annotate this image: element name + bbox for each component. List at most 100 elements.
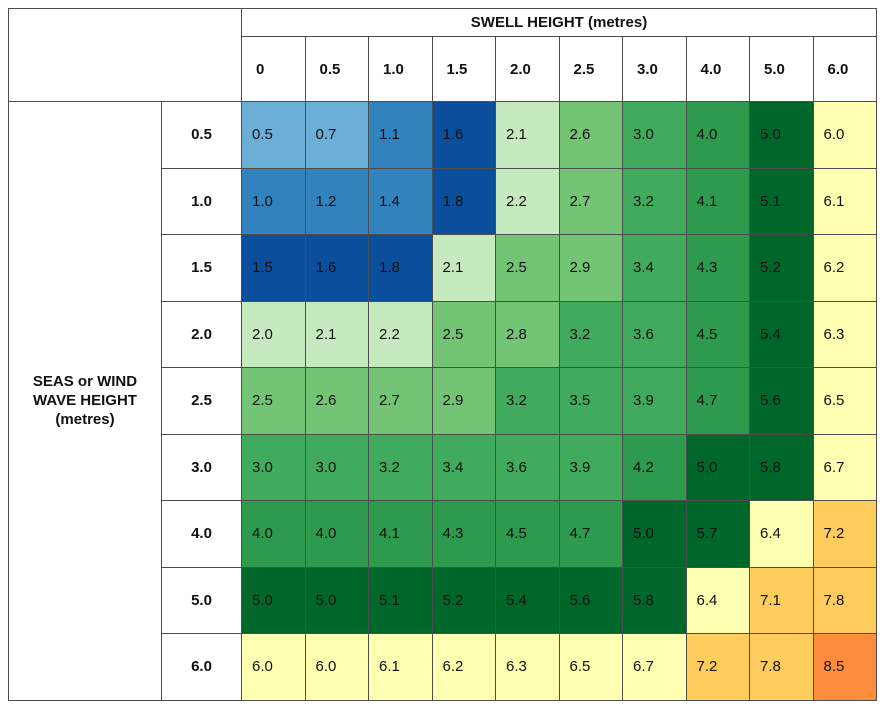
heatmap-cell: 0.7 bbox=[304, 101, 369, 169]
column-header: 1.0 bbox=[368, 36, 433, 102]
heatmap-cell: 3.2 bbox=[558, 300, 623, 368]
heatmap-cell: 4.1 bbox=[685, 167, 750, 235]
row-axis-label-line: (metres) bbox=[55, 411, 115, 429]
row-header: 3.0 bbox=[161, 433, 242, 501]
heatmap-cell: 1.5 bbox=[241, 234, 306, 302]
heatmap-cell: 8.5 bbox=[812, 633, 877, 701]
heatmap-cell: 2.1 bbox=[431, 234, 496, 302]
heatmap-cell: 5.7 bbox=[685, 500, 750, 568]
heatmap-cell: 4.2 bbox=[622, 433, 687, 501]
heatmap-cell: 5.0 bbox=[304, 566, 369, 634]
heatmap-cell: 2.9 bbox=[558, 234, 623, 302]
heatmap-cell: 6.5 bbox=[812, 367, 877, 435]
heatmap-cell: 1.4 bbox=[368, 167, 433, 235]
table-title: SWELL HEIGHT (metres) bbox=[241, 8, 877, 37]
heatmap-cell: 2.7 bbox=[558, 167, 623, 235]
heatmap-cell: 6.0 bbox=[304, 633, 369, 701]
heatmap-cell: 4.5 bbox=[495, 500, 560, 568]
heatmap-cell: 6.0 bbox=[241, 633, 306, 701]
heatmap-cell: 4.5 bbox=[685, 300, 750, 368]
heatmap-cell: 5.2 bbox=[749, 234, 814, 302]
heatmap-cell: 5.2 bbox=[431, 566, 496, 634]
heatmap-cell: 2.5 bbox=[431, 300, 496, 368]
heatmap-cell: 6.3 bbox=[495, 633, 560, 701]
heatmap-cell: 6.0 bbox=[812, 101, 877, 169]
heatmap-cell: 6.5 bbox=[558, 633, 623, 701]
heatmap-cell: 2.2 bbox=[368, 300, 433, 368]
heatmap-cell: 4.1 bbox=[368, 500, 433, 568]
row-header: 1.5 bbox=[161, 234, 242, 302]
heatmap-cell: 2.2 bbox=[495, 167, 560, 235]
heatmap-cell: 3.0 bbox=[622, 101, 687, 169]
heatmap-cell: 2.5 bbox=[495, 234, 560, 302]
row-axis-label-line: WAVE HEIGHT bbox=[33, 392, 137, 410]
heatmap-cell: 3.0 bbox=[241, 433, 306, 501]
column-header: 3.0 bbox=[622, 36, 687, 102]
heatmap-cell: 2.1 bbox=[304, 300, 369, 368]
heatmap-cell: 2.6 bbox=[558, 101, 623, 169]
row-header: 2.5 bbox=[161, 367, 242, 435]
heatmap-cell: 1.1 bbox=[368, 101, 433, 169]
heatmap-cell: 3.2 bbox=[622, 167, 687, 235]
heatmap-cell: 2.0 bbox=[241, 300, 306, 368]
heatmap-cell: 6.4 bbox=[685, 566, 750, 634]
heatmap-cell: 1.8 bbox=[431, 167, 496, 235]
heatmap-cell: 3.5 bbox=[558, 367, 623, 435]
row-axis-label-line: SEAS or WIND bbox=[32, 373, 138, 391]
heatmap-cell: 5.0 bbox=[622, 500, 687, 568]
heatmap-cell: 4.0 bbox=[304, 500, 369, 568]
row-header: 1.0 bbox=[161, 167, 242, 235]
heatmap-cell: 6.3 bbox=[812, 300, 877, 368]
row-header: 6.0 bbox=[161, 633, 242, 701]
heatmap-cell: 7.8 bbox=[812, 566, 877, 634]
heatmap-cell: 1.0 bbox=[241, 167, 306, 235]
column-header: 6.0 bbox=[812, 36, 877, 102]
heatmap-cell: 3.9 bbox=[558, 433, 623, 501]
heatmap-cell: 7.8 bbox=[749, 633, 814, 701]
column-header: 2.0 bbox=[495, 36, 560, 102]
row-header: 5.0 bbox=[161, 566, 242, 634]
heatmap-cell: 3.4 bbox=[431, 433, 496, 501]
row-axis-label: SEAS or WIND WAVE HEIGHT (metres) bbox=[8, 101, 162, 701]
heatmap-cell: 5.6 bbox=[558, 566, 623, 634]
heatmap-cell: 5.4 bbox=[749, 300, 814, 368]
heatmap-cell: 6.4 bbox=[749, 500, 814, 568]
heatmap-cell: 2.9 bbox=[431, 367, 496, 435]
heatmap-cell: 6.2 bbox=[431, 633, 496, 701]
row-header: 2.0 bbox=[161, 300, 242, 368]
heatmap-cell: 3.0 bbox=[304, 433, 369, 501]
column-header: 0 bbox=[241, 36, 306, 102]
heatmap-cell: 4.7 bbox=[558, 500, 623, 568]
heatmap-cell: 4.3 bbox=[685, 234, 750, 302]
heatmap-cell: 3.2 bbox=[495, 367, 560, 435]
heatmap-cell: 5.8 bbox=[622, 566, 687, 634]
heatmap-cell: 7.1 bbox=[749, 566, 814, 634]
heatmap-cell: 3.9 bbox=[622, 367, 687, 435]
heatmap-cell: 3.2 bbox=[368, 433, 433, 501]
heatmap-cell: 1.8 bbox=[368, 234, 433, 302]
heatmap-cell: 5.8 bbox=[749, 433, 814, 501]
heatmap-cell: 6.1 bbox=[368, 633, 433, 701]
heatmap-cell: 5.0 bbox=[749, 101, 814, 169]
column-header: 1.5 bbox=[431, 36, 496, 102]
column-header: 2.5 bbox=[558, 36, 623, 102]
table-title-text: SWELL HEIGHT (metres) bbox=[470, 14, 648, 31]
heatmap-cell: 5.1 bbox=[749, 167, 814, 235]
heatmap-cell: 7.2 bbox=[812, 500, 877, 568]
row-header: 4.0 bbox=[161, 500, 242, 568]
heatmap-cell: 1.2 bbox=[304, 167, 369, 235]
column-header: 0.5 bbox=[304, 36, 369, 102]
heatmap-cell: 2.5 bbox=[241, 367, 306, 435]
heatmap-cell: 6.1 bbox=[812, 167, 877, 235]
heatmap-cell: 5.0 bbox=[241, 566, 306, 634]
heatmap-cell: 5.6 bbox=[749, 367, 814, 435]
heatmap-cell: 4.7 bbox=[685, 367, 750, 435]
heatmap-cell: 6.2 bbox=[812, 234, 877, 302]
heatmap-cell: 2.8 bbox=[495, 300, 560, 368]
heatmap-cell: 6.7 bbox=[622, 633, 687, 701]
heatmap-cell: 6.7 bbox=[812, 433, 877, 501]
heatmap-cell: 2.1 bbox=[495, 101, 560, 169]
heatmap-cell: 2.6 bbox=[304, 367, 369, 435]
heatmap-cell: 3.4 bbox=[622, 234, 687, 302]
